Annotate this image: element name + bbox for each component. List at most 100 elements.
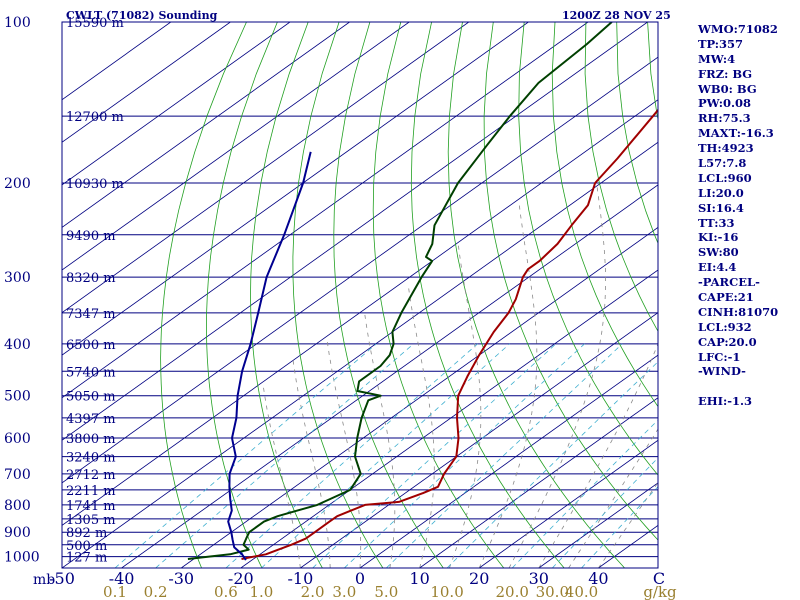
sounding-trace xyxy=(241,108,658,560)
mixing-ratio-line xyxy=(312,343,557,568)
dry-adiabat-line xyxy=(292,22,384,568)
pressure-tick-label: 1000 xyxy=(4,550,40,566)
stat-item: SW:80 xyxy=(698,245,739,260)
moist-adiabat-line xyxy=(478,205,538,568)
stat-item: RH:75.3 xyxy=(698,111,751,126)
mixing-ratio-line xyxy=(552,457,658,568)
stat-item: LCL:932 xyxy=(698,319,752,334)
height-label: 3240 m xyxy=(66,451,116,466)
mixing-ratio-label: 1.0 xyxy=(249,583,273,600)
mixing-ratio-line xyxy=(386,343,623,568)
isotherm-line xyxy=(300,312,658,568)
stat-item: CAPE:21 xyxy=(698,290,754,305)
height-label: 12700 m xyxy=(66,110,124,125)
mixing-ratio-line xyxy=(261,343,510,568)
dry-adiabat-line xyxy=(206,22,278,568)
dry-adiabat-line xyxy=(483,22,658,541)
temperature-tick-label: -20 xyxy=(228,569,254,588)
moist-adiabat-line xyxy=(364,312,396,568)
stat-item: CINH:81070 xyxy=(698,304,779,319)
mixing-ratio-label: 30.0 xyxy=(536,583,569,600)
mixing-ratio-label: 10.0 xyxy=(430,583,463,600)
isotherm-line xyxy=(62,22,350,228)
temperature-unit-label: C xyxy=(653,569,665,588)
mixing-ratio-label: 2.0 xyxy=(301,583,325,600)
stat-item: CAP:20.0 xyxy=(698,334,757,349)
height-label: 1305 m xyxy=(66,513,116,528)
stat-item: FRZ: BG xyxy=(698,66,753,81)
sounding-trace xyxy=(187,22,613,560)
mixing-ratio-label: 0.2 xyxy=(144,583,168,600)
stat-item: -WIND- xyxy=(698,364,746,379)
mixing-ratio-line xyxy=(511,419,658,568)
stat-item: L57:7.8 xyxy=(698,156,747,171)
stat-item: EI:4.4 xyxy=(698,260,737,275)
dry-adiabat-line xyxy=(447,22,625,568)
pressure-tick-label: 200 xyxy=(4,176,31,192)
isotherm-line xyxy=(240,269,658,568)
temperature-tick-label: 20 xyxy=(469,569,489,588)
height-label: 10930 m xyxy=(66,177,124,192)
pressure-tick-label: 900 xyxy=(4,525,31,541)
dry-adiabat-line xyxy=(551,22,658,408)
stat-item: SI:16.4 xyxy=(698,200,744,215)
isotherm-line xyxy=(62,56,658,484)
isotherm-line xyxy=(62,141,658,568)
isotherm-line xyxy=(121,184,658,568)
moist-adiabat-line xyxy=(407,284,435,568)
stats-panel: WMO:71082 TP:357 MW:4 FRZ: BG WB0: BG PW:0.08… xyxy=(698,22,800,409)
temperature-tick-label: -30 xyxy=(168,569,194,588)
dry-adiabat-line xyxy=(584,22,658,332)
isotherm-line xyxy=(62,22,648,441)
stat-item: LFC:-1 xyxy=(698,349,741,364)
height-label: 7347 m xyxy=(66,307,116,322)
dry-adiabat-line xyxy=(518,22,658,476)
sounding-trace xyxy=(227,151,312,561)
plot-area xyxy=(62,22,658,568)
isotherm-line xyxy=(180,226,658,568)
temperature-tick-label: 0 xyxy=(355,569,365,588)
temperature-tick-label: 30 xyxy=(529,569,549,588)
mixing-ratio-line xyxy=(155,343,414,568)
isotherm-line xyxy=(62,22,589,399)
height-label: 4397 m xyxy=(66,412,116,427)
stat-item: WMO:71082 xyxy=(698,22,778,36)
stat-item: TT:33 xyxy=(698,215,735,230)
height-label: 5050 m xyxy=(66,390,116,405)
height-label: 2712 m xyxy=(66,468,116,483)
pressure-unit-label: mb xyxy=(33,572,55,588)
mixing-ratio-unit-label: g/kg xyxy=(643,583,677,600)
stat-item: MAXT:-16.3 xyxy=(698,126,774,141)
isotherm-line xyxy=(62,22,410,271)
isotherm-line xyxy=(359,354,658,568)
isotherm-line xyxy=(62,99,658,526)
moist-adiabat-line xyxy=(508,182,606,568)
mixing-ratio-line xyxy=(225,343,478,568)
stat-item: LCL:960 xyxy=(698,170,752,185)
plot-frame xyxy=(61,21,659,569)
temperature-tick-label: 10 xyxy=(409,569,429,588)
stat-item: EHI:-1.3 xyxy=(698,394,753,409)
stat-item xyxy=(698,379,800,394)
stat-item: PW:0.08 xyxy=(698,96,752,111)
stat-item: MW:4 xyxy=(698,51,736,66)
temperature-tick-label: -50 xyxy=(49,569,75,588)
dry-adiabat-line xyxy=(372,22,505,568)
temperature-tick-label: 40 xyxy=(588,569,608,588)
mixing-ratio-label: 5.0 xyxy=(374,583,398,600)
pressure-tick-label: 100 xyxy=(4,15,31,31)
mixing-ratio-line xyxy=(344,343,585,568)
stat-item: KI:-16 xyxy=(698,230,739,245)
mixing-ratio-line xyxy=(114,343,377,568)
height-label: 9490 m xyxy=(66,229,116,244)
height-label: 127 m xyxy=(66,551,107,566)
temperature-tick-label: -40 xyxy=(109,569,135,588)
pressure-tick-label: 700 xyxy=(4,467,31,483)
mixing-ratio-line xyxy=(446,361,658,568)
time-label: 1200Z 28 NOV 25 xyxy=(562,9,671,22)
mixing-ratio-label: 20.0 xyxy=(496,583,529,600)
stat-item: -PARCEL- xyxy=(698,275,760,290)
height-label: 3800 m xyxy=(66,432,116,447)
moist-adiabat-line xyxy=(292,360,331,568)
mixing-ratio-label: 0.1 xyxy=(103,583,127,600)
